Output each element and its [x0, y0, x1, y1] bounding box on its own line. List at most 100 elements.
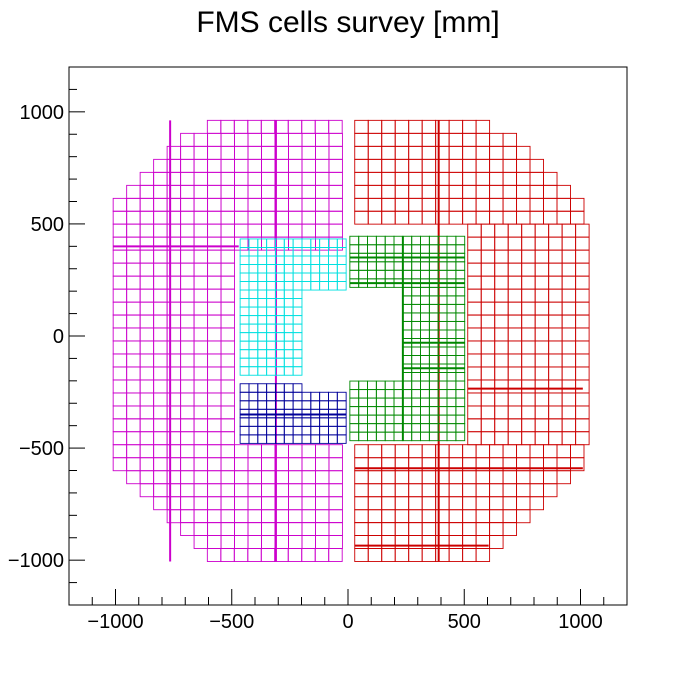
cell — [274, 184, 289, 199]
cell — [521, 223, 536, 238]
cell — [534, 314, 550, 329]
cell — [507, 275, 523, 290]
cell — [193, 522, 209, 536]
cell — [319, 272, 329, 282]
cell — [561, 379, 577, 394]
cell — [180, 366, 195, 381]
cell — [234, 509, 249, 524]
cell — [408, 522, 423, 536]
cell — [575, 314, 590, 329]
cell — [248, 340, 259, 351]
cell — [193, 314, 209, 329]
cell — [575, 275, 590, 290]
cell — [467, 314, 482, 329]
cell — [126, 340, 141, 355]
cell — [543, 197, 558, 212]
cell — [328, 264, 338, 274]
cell — [239, 357, 250, 368]
cell — [180, 522, 195, 536]
cell — [112, 431, 128, 446]
cell — [507, 327, 523, 342]
cell — [139, 184, 155, 199]
cell — [310, 255, 321, 265]
cell — [328, 417, 338, 427]
cell — [411, 303, 421, 314]
cell — [462, 145, 477, 160]
cell — [411, 320, 421, 331]
cell — [247, 548, 262, 562]
cell — [328, 535, 343, 549]
cell — [480, 340, 496, 355]
axes-layer: −1000 −500 0 500 1000 1000 500 0 −500 −1000 — [8, 66, 628, 633]
cell — [394, 145, 410, 160]
cell — [266, 357, 276, 368]
cell — [283, 272, 294, 282]
cell — [248, 357, 259, 368]
cell — [480, 405, 496, 420]
cell — [455, 235, 466, 246]
cell — [402, 295, 413, 305]
cell — [384, 269, 395, 280]
cell — [448, 119, 464, 134]
cell — [411, 355, 421, 365]
cell — [534, 236, 550, 251]
cell — [455, 431, 466, 442]
cell — [207, 366, 222, 381]
cell — [428, 397, 439, 408]
cell — [207, 210, 222, 225]
cell — [411, 261, 421, 271]
cell — [207, 470, 222, 485]
cell — [489, 210, 504, 225]
cell — [126, 249, 141, 264]
cell — [381, 184, 396, 199]
chart-title: FMS cells survey [mm] — [196, 6, 499, 39]
cell — [428, 312, 439, 322]
plot-frame — [68, 66, 628, 606]
cell — [534, 392, 550, 407]
cell — [239, 340, 250, 351]
cell — [393, 431, 404, 442]
cell — [446, 414, 457, 425]
cell — [207, 236, 222, 251]
cell — [534, 275, 550, 290]
cell — [575, 353, 590, 368]
cell — [193, 275, 209, 290]
cell — [394, 496, 410, 511]
cell — [239, 391, 250, 402]
cell — [529, 158, 544, 173]
cell — [428, 414, 439, 425]
cell — [411, 244, 421, 254]
cell — [467, 431, 482, 446]
cell — [328, 246, 338, 257]
cell — [266, 246, 276, 257]
cell — [421, 496, 437, 511]
cell — [336, 246, 347, 257]
cell — [534, 418, 550, 433]
y-tick-label: 0 — [53, 326, 64, 348]
cell — [220, 509, 235, 524]
cell — [180, 262, 195, 277]
cell — [448, 470, 464, 485]
cell — [207, 223, 222, 238]
cell — [507, 379, 523, 394]
cell — [292, 289, 303, 300]
cell — [516, 470, 531, 485]
cell — [283, 357, 294, 368]
cell — [575, 431, 590, 446]
cell — [220, 171, 235, 186]
cell — [314, 548, 330, 562]
cell — [402, 303, 413, 314]
cell — [310, 272, 321, 282]
cell — [421, 522, 437, 536]
cell — [408, 197, 423, 212]
cell — [112, 392, 128, 407]
cell — [234, 171, 249, 186]
cell — [358, 235, 368, 246]
cell — [139, 249, 155, 264]
cell — [207, 158, 222, 173]
cell — [367, 522, 383, 536]
cell — [467, 366, 482, 381]
cell — [112, 275, 128, 290]
cell — [153, 353, 168, 368]
cell — [521, 236, 536, 251]
